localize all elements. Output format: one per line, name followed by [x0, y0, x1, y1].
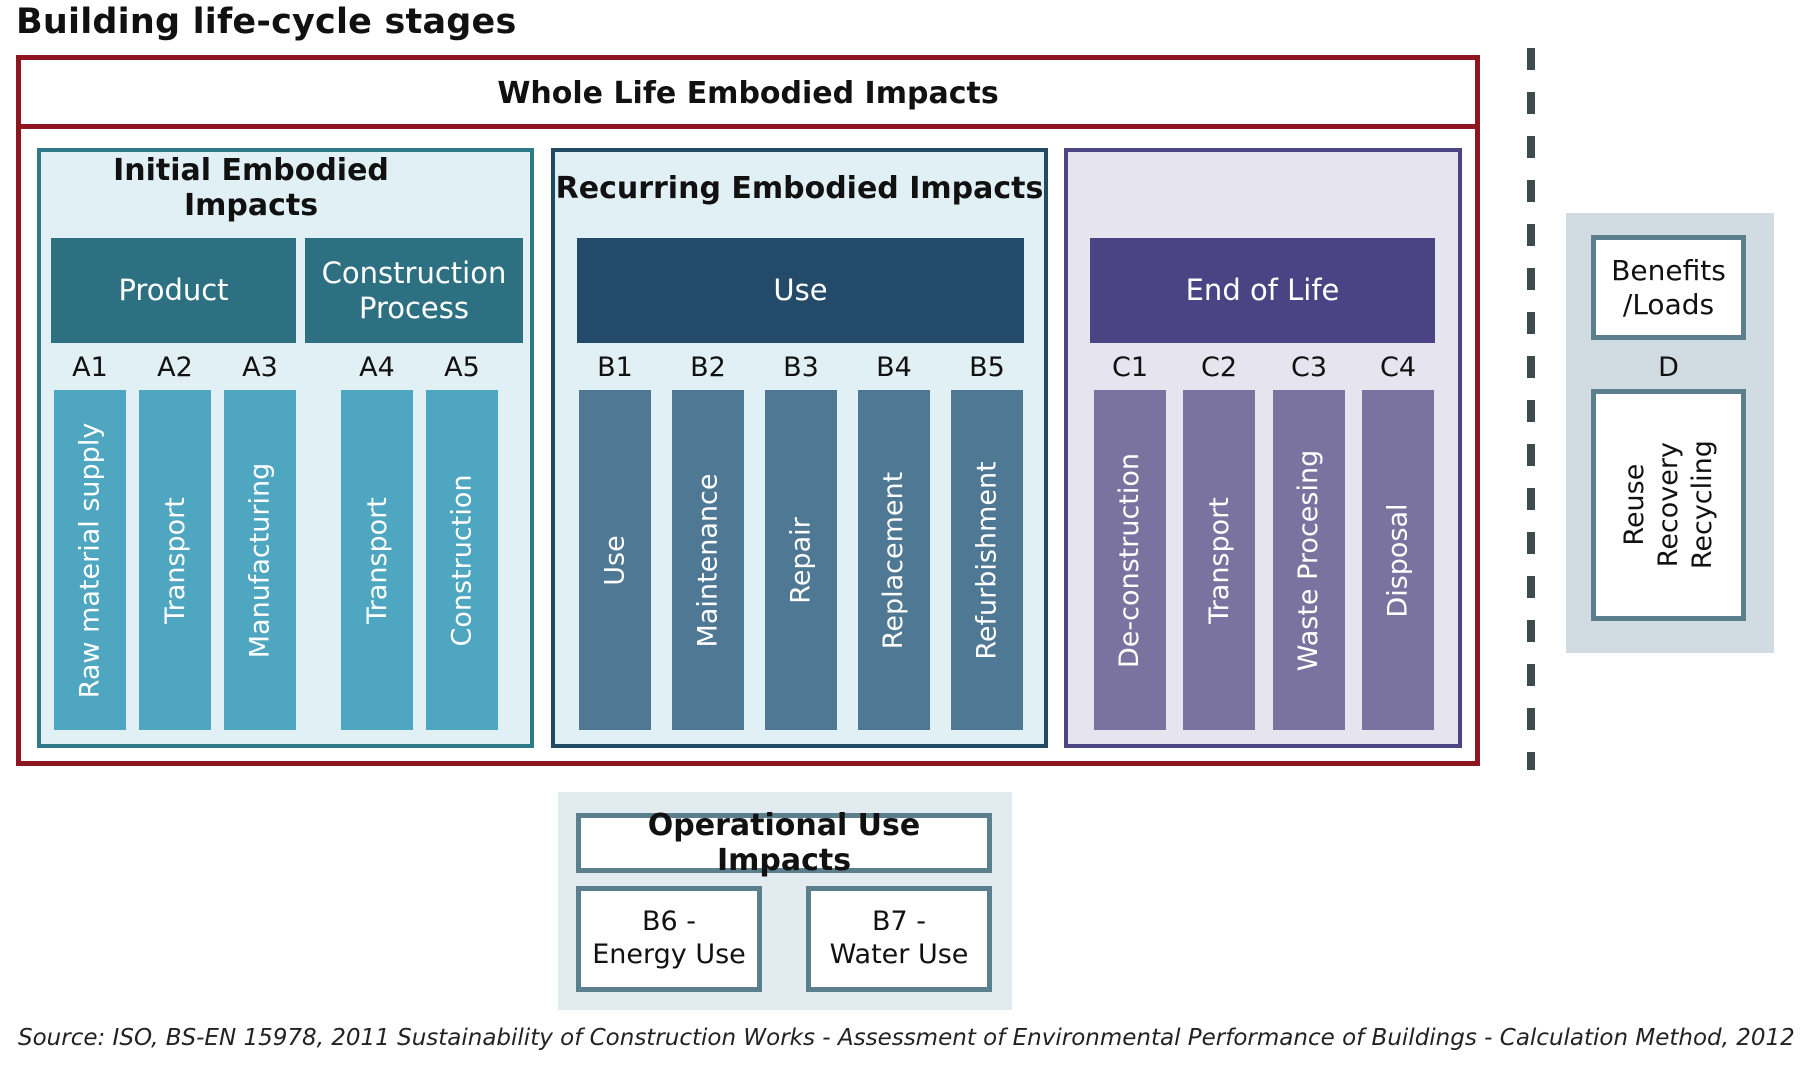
module-code-c3: C3: [1290, 351, 1328, 383]
module-b4-label: Replacement: [878, 471, 910, 649]
module-a2-transport: Transport: [139, 390, 211, 730]
page-title: Building life-cycle stages: [16, 2, 517, 42]
module-code-b5: B5: [969, 351, 1005, 383]
module-code-c1: C1: [1111, 351, 1149, 383]
module-c1-label: De-construction: [1114, 452, 1146, 668]
recovery-label: Recovery: [1652, 442, 1684, 568]
module-b3-label: Repair: [785, 516, 817, 604]
b6-code-label: B6 -: [641, 906, 697, 938]
whole-life-divider: [16, 124, 1480, 129]
module-a2-label: Transport: [159, 496, 191, 624]
stage-use: Use: [577, 238, 1024, 343]
module-c4-disposal: Disposal: [1362, 390, 1434, 730]
module-code-b1: B1: [597, 351, 633, 383]
recurring-embodied-title: Recurring Embodied Impacts: [555, 170, 1044, 206]
stage-construction-process: Construction Process: [305, 238, 523, 343]
module-code-c4: C4: [1379, 351, 1417, 383]
source-note: Source: ISO, BS-EN 15978, 2011 Sustainab…: [18, 1025, 1795, 1051]
module-c3-waste-processing: Waste Procesing: [1273, 390, 1345, 730]
reuse-recovery-recycling-box: Reuse Recovery Recycling: [1591, 389, 1746, 621]
module-code-c2: C2: [1200, 351, 1238, 383]
b7-code-label: B7 -: [871, 906, 927, 938]
module-b6-energy-use: B6 - Energy Use: [576, 886, 762, 992]
module-a3-manufacturing: Manufacturing: [224, 390, 296, 730]
module-b5-label: Refurbishment: [971, 460, 1003, 660]
whole-life-title: Whole Life Embodied Impacts: [497, 75, 999, 111]
whole-life-frame: [16, 55, 1480, 766]
module-b4-replacement: Replacement: [858, 390, 930, 730]
module-c2-transport: Transport: [1183, 390, 1255, 730]
benefits-loads-box: Benefits /Loads: [1591, 235, 1746, 340]
module-b2-maintenance: Maintenance: [672, 390, 744, 730]
module-a3-label: Manufacturing: [244, 462, 276, 658]
stage-product: Product: [51, 238, 296, 343]
module-code-a5: A5: [444, 351, 480, 383]
module-b3-repair: Repair: [765, 390, 837, 730]
module-a5-construction: Construction: [426, 390, 498, 730]
module-code-a3: A3: [242, 351, 278, 383]
module-c4-label: Disposal: [1382, 502, 1414, 618]
module-a1-raw-material-supply: Raw material supply: [54, 390, 126, 730]
operational-use-title: Operational Use Impacts: [576, 808, 992, 878]
recycling-label: Recycling: [1686, 440, 1718, 570]
module-a5-label: Construction: [446, 474, 478, 646]
module-b5-refurbishment: Refurbishment: [951, 390, 1023, 730]
module-code-b4: B4: [876, 351, 912, 383]
module-code-a2: A2: [157, 351, 193, 383]
module-code-a4: A4: [359, 351, 395, 383]
loads-label: /Loads: [1622, 287, 1715, 321]
module-b2-label: Maintenance: [692, 473, 724, 647]
b6-name-label: Energy Use: [592, 939, 746, 970]
module-a1-label: Raw material supply: [74, 422, 106, 698]
module-b7-water-use: B7 - Water Use: [806, 886, 992, 992]
module-code-a1: A1: [72, 351, 108, 383]
system-boundary-dashed-line: [1527, 48, 1535, 770]
module-c3-label: Waste Procesing: [1293, 449, 1325, 671]
module-code-b2: B2: [690, 351, 726, 383]
module-c2-label: Transport: [1203, 496, 1235, 624]
reuse-label: Reuse: [1618, 464, 1650, 546]
b7-name-label: Water Use: [829, 939, 969, 970]
module-b1-label: Use: [599, 534, 631, 586]
module-c1-de-construction: De-construction: [1094, 390, 1166, 730]
module-a4-transport: Transport: [341, 390, 413, 730]
module-code-d: D: [1658, 351, 1679, 383]
initial-embodied-title: Initial Embodied Impacts: [113, 153, 389, 223]
module-code-b3: B3: [783, 351, 819, 383]
stage-end-of-life: End of Life: [1090, 238, 1435, 343]
benefits-label: Benefits: [1611, 253, 1726, 287]
module-b1-use: Use: [579, 390, 651, 730]
module-a4-label: Transport: [361, 496, 393, 624]
